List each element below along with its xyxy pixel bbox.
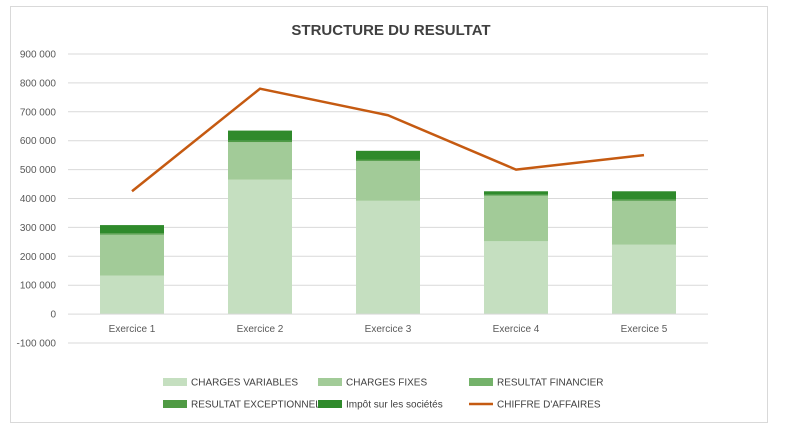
bar-segment	[100, 233, 164, 235]
bar-segment	[612, 200, 676, 245]
bar-segment	[100, 234, 164, 276]
legend-item: Impôt sur les sociétés	[318, 400, 443, 411]
bar-segment	[356, 200, 420, 315]
y-tick-label: 200 000	[20, 252, 57, 263]
legend-label: CHARGES FIXES	[346, 378, 427, 389]
legend-item: CHIFFRE D'AFFAIRES	[469, 400, 601, 411]
chart-svg: STRUCTURE DU RESULTAT -100 000 0 100 000 20…	[17, 22, 708, 411]
bar-segment	[484, 191, 548, 195]
x-tick-label: Exercice 2	[237, 324, 284, 335]
legend-swatch	[163, 400, 187, 408]
y-tick-label: 700 000	[20, 107, 57, 118]
series-line	[131, 87, 645, 193]
y-axis-labels: -100 000 0 100 000 200 000 300 000 400 000 500…	[17, 50, 57, 350]
bar-segment	[228, 140, 292, 143]
x-tick-label: Exercice 5	[621, 324, 668, 335]
y-tick-label: 500 000	[20, 165, 57, 176]
legend-label: CHIFFRE D'AFFAIRES	[497, 400, 601, 411]
bar-segment	[612, 199, 676, 201]
x-tick-label: Exercice 4	[493, 324, 540, 335]
chart-frame: STRUCTURE DU RESULTAT -100 000 0 100 000 20…	[10, 6, 768, 423]
bar-segment	[612, 191, 676, 200]
legend-label: CHARGES VARIABLES	[191, 378, 298, 389]
y-tick-label: -100 000	[17, 339, 57, 350]
bar-segment	[228, 179, 292, 315]
y-tick-label: 0	[50, 310, 56, 321]
bars	[100, 130, 676, 315]
x-tick-label: Exercice 1	[109, 324, 156, 335]
bar-segment	[484, 241, 548, 315]
legend-label: RESULTAT EXCEPTIONNEL	[191, 400, 321, 411]
y-tick-label: 800 000	[20, 78, 57, 89]
bar-segment	[356, 150, 420, 160]
x-axis-labels: Exercice 1 Exercice 2 Exercice 3 Exercice 4…	[109, 324, 668, 335]
legend-item: CHARGES VARIABLES	[163, 378, 298, 389]
bar-segment	[612, 244, 676, 315]
legend-swatch	[163, 378, 187, 386]
legend-item: RESULTAT FINANCIER	[469, 378, 604, 389]
y-tick-label: 900 000	[20, 50, 57, 61]
legend-swatch	[318, 400, 342, 408]
y-tick-label: 600 000	[20, 136, 57, 147]
revenue-line	[131, 87, 645, 193]
bar-segment	[356, 159, 420, 161]
bar-segment	[228, 142, 292, 180]
legend-item: CHARGES FIXES	[318, 378, 427, 389]
legend-label: Impôt sur les sociétés	[346, 400, 443, 411]
chart-title: STRUCTURE DU RESULTAT	[291, 22, 490, 39]
legend: CHARGES VARIABLES CHARGES FIXES RESULTAT F…	[163, 378, 604, 411]
legend-swatch	[469, 378, 493, 386]
bar-segment	[100, 275, 164, 315]
bar-segment	[484, 195, 548, 242]
bar-segment	[484, 194, 548, 196]
bar-segment	[100, 225, 164, 234]
y-tick-label: 300 000	[20, 223, 57, 234]
bar-segment	[228, 130, 292, 141]
legend-item: RESULTAT EXCEPTIONNEL	[163, 400, 321, 411]
legend-swatch	[318, 378, 342, 386]
y-tick-label: 400 000	[20, 194, 57, 205]
legend-label: RESULTAT FINANCIER	[497, 378, 604, 389]
bar-segment	[356, 160, 420, 201]
y-tick-label: 100 000	[20, 281, 57, 292]
x-tick-label: Exercice 3	[365, 324, 412, 335]
